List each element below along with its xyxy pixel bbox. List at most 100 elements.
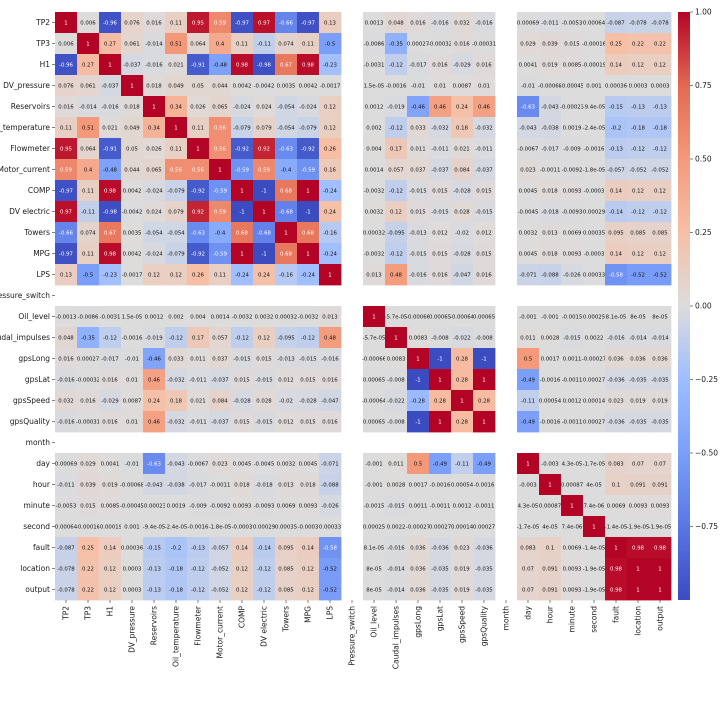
column-label-month: month — [502, 606, 511, 631]
heatmap-cell — [55, 96, 78, 118]
heatmap-cell — [363, 117, 386, 139]
heatmap-cell — [319, 390, 342, 412]
cell-value-label: -2.4e-05 — [583, 126, 606, 132]
cell-value-label: -0.022 — [453, 336, 470, 342]
cell-value-label: 0.95 — [192, 21, 204, 27]
cell-value-label: 0.00054 — [451, 483, 474, 489]
cell-value-label: -0.017 — [101, 357, 118, 363]
cell-value-label: -0.011 — [57, 483, 74, 489]
cell-value-label: -0.0011 — [210, 483, 231, 489]
cell-value-label: -0.0032 — [232, 315, 253, 321]
heatmap-cell — [297, 453, 320, 475]
cell-value-label: 0.17 — [192, 336, 204, 342]
heatmap-cell — [319, 159, 342, 181]
cell-value-label: 0.012 — [278, 420, 293, 426]
heatmap-cell — [77, 243, 100, 265]
cell-value-label: 8e-05 — [630, 315, 646, 321]
heatmap-cell — [583, 390, 606, 412]
cell-value-label: 0.51 — [170, 42, 182, 48]
cell-value-label: 0.076 — [58, 84, 74, 90]
cell-value-label: 0.079 — [168, 210, 184, 216]
cell-value-label: 0.0093 — [233, 504, 252, 510]
heatmap-cell — [99, 243, 122, 265]
cell-value-label: 0.24 — [258, 273, 271, 279]
heatmap-cell — [143, 516, 166, 538]
cell-value-label: 1 — [306, 252, 309, 258]
cell-value-label: 1 — [262, 210, 265, 216]
cell-value-label: 0.032 — [454, 21, 469, 27]
row-label-caudal-impulses: Caudal_impulses — [0, 333, 50, 342]
heatmap-cell — [253, 306, 276, 328]
heatmap-cell — [77, 96, 100, 118]
column-label-day: day — [524, 605, 533, 619]
heatmap-cell — [99, 306, 122, 328]
cell-value-label: 0.12 — [236, 588, 248, 594]
heatmap-cell — [407, 54, 430, 76]
cell-value-label: 1 — [658, 588, 661, 594]
cell-value-label: -0.079 — [299, 126, 317, 132]
cell-value-label: -0.011 — [431, 147, 448, 153]
heatmap-cell — [407, 495, 430, 517]
heatmap-cell — [253, 54, 276, 76]
heatmap-cell — [209, 201, 232, 223]
cell-value-label: -0.92 — [235, 147, 249, 153]
cell-value-label: 0.0014 — [365, 168, 384, 174]
heatmap-cell — [385, 54, 408, 76]
column-label-towers: Towers — [282, 606, 291, 633]
heatmap-cell — [55, 306, 78, 328]
heatmap-cell — [451, 411, 474, 433]
heatmap-cell — [121, 75, 144, 97]
heatmap-cell — [187, 117, 210, 139]
heatmap-cell — [473, 138, 496, 160]
cell-value-label: 0.061 — [124, 42, 139, 48]
heatmap-cell — [253, 138, 276, 160]
cell-value-label: 0.001 — [586, 84, 601, 90]
cell-value-label: -0.079 — [167, 252, 185, 258]
heatmap-cell — [561, 348, 584, 370]
cell-value-label: -0.0016 — [540, 420, 561, 426]
cell-value-label: 0.011 — [388, 462, 403, 468]
cell-value-label: -0.15 — [609, 105, 623, 111]
heatmap-cell — [363, 180, 386, 202]
heatmap-cell — [363, 12, 386, 34]
heatmap-cell — [297, 33, 320, 55]
heatmap-cell — [297, 306, 320, 328]
heatmap-cell — [473, 516, 496, 538]
heatmap-cell — [187, 138, 210, 160]
heatmap-cell — [649, 243, 672, 265]
cell-value-label: -0.92 — [191, 252, 205, 258]
heatmap-cell — [55, 390, 78, 412]
cell-value-label: 0.34 — [170, 105, 183, 111]
cell-value-label: -0.024 — [233, 105, 251, 111]
colorbar-tick-label: 0.00 — [695, 302, 712, 311]
cell-value-label: -0.46 — [147, 357, 162, 363]
heatmap-cell — [55, 75, 78, 97]
heatmap-cell — [473, 453, 496, 475]
heatmap-cell — [187, 327, 210, 349]
cell-value-label: -0.0013 — [56, 315, 77, 321]
heatmap-cell — [429, 411, 452, 433]
cell-value-label: 0.0085 — [101, 504, 120, 510]
cell-value-label: 0.016 — [146, 21, 162, 27]
heatmap-cell — [77, 117, 100, 139]
heatmap-cell — [165, 327, 188, 349]
cell-value-label: -1 — [437, 357, 442, 363]
heatmap-cell — [319, 411, 342, 433]
heatmap-cell — [539, 474, 562, 496]
cell-value-label: -0.095 — [277, 336, 294, 342]
heatmap-cell — [165, 159, 188, 181]
cell-value-label: -0.043 — [541, 105, 558, 111]
colorbar-gradient — [678, 12, 690, 600]
cell-value-label: 0.085 — [652, 231, 667, 237]
cell-value-label: 0.0032 — [277, 462, 296, 468]
heatmap-cell — [429, 180, 452, 202]
cell-value-label: -0.037 — [211, 420, 228, 426]
heatmap-cell — [121, 390, 144, 412]
heatmap-cell — [517, 306, 540, 328]
heatmap-cell — [275, 390, 298, 412]
row-label-minute: minute — [24, 501, 51, 510]
heatmap-cell — [649, 96, 672, 118]
cell-value-label: -0.13 — [191, 546, 205, 552]
heatmap-cell — [583, 495, 606, 517]
cell-value-label: 0.11 — [170, 147, 182, 153]
